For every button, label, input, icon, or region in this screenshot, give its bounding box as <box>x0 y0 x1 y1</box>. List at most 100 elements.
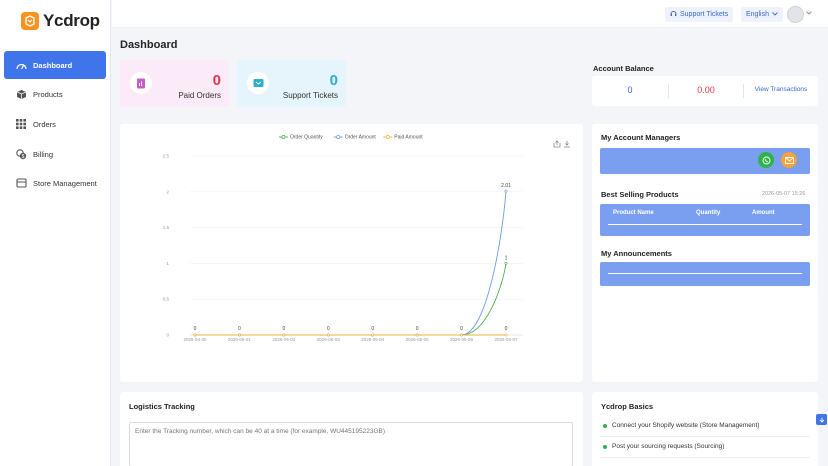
page-title: Dashboard <box>120 39 178 51</box>
data-label: 0 <box>327 326 330 332</box>
chevron-down-icon[interactable] <box>806 10 812 17</box>
data-label: 0 <box>460 326 463 332</box>
sidebar-item-billing[interactable]: $ Billing <box>4 140 106 168</box>
series-line <box>194 191 507 336</box>
x-tick-label: 2026-05-07 <box>494 337 518 342</box>
legend-entry: Order Quantity <box>290 135 323 141</box>
x-tick-label: 2026-04-30 <box>183 337 207 342</box>
ticket-icon <box>247 72 269 94</box>
whatsapp-icon[interactable] <box>758 152 774 168</box>
column-header: Product Name <box>613 210 654 216</box>
y-tick-label: 1 <box>166 261 169 266</box>
sidebar: Ycdrop Dashboard Products Orders $ Billi… <box>0 0 111 466</box>
logistics-card: Logistics Tracking <box>120 392 583 466</box>
data-point <box>326 333 330 337</box>
bullet-icon <box>603 444 607 449</box>
paid-orders-card[interactable]: 0 Paid Orders <box>120 60 229 107</box>
best-selling-timestamp: 2026-05-07 15:26 <box>762 191 806 197</box>
data-point <box>193 333 197 337</box>
legend-entry: Order Amount <box>345 135 377 141</box>
receipt-icon <box>130 72 152 94</box>
divider <box>600 436 810 437</box>
line-chart: 0 0.5 1 1.5 2 2.5 2026-04-30 2026-05-01 2026-05-… <box>163 135 523 342</box>
sidebar-item-label: Products <box>33 89 63 99</box>
arrow-down-icon <box>819 417 824 423</box>
list-item[interactable]: Post your sourcing requests (Sourcing) <box>603 443 724 450</box>
announcements-bar <box>600 262 810 286</box>
x-tick-label: 2026-05-06 <box>450 337 474 342</box>
y-tick-label: 0.5 <box>163 297 170 302</box>
sidebar-item-dashboard[interactable]: Dashboard <box>4 51 106 79</box>
email-icon[interactable] <box>781 152 797 168</box>
divider <box>608 224 802 225</box>
support-tickets-button[interactable]: Support Tickets <box>665 7 734 22</box>
data-point <box>504 189 508 193</box>
data-point <box>460 333 463 337</box>
x-tick-label: 2026-05-01 <box>228 337 252 342</box>
view-transactions-link[interactable]: View Transactions <box>754 86 808 93</box>
support-tickets-card[interactable]: 0 Support Tickets <box>237 60 346 107</box>
account-balance-title: Account Balance <box>593 64 654 73</box>
export-icon[interactable] <box>553 135 561 153</box>
x-tick-label: 2026-05-03 <box>317 337 341 342</box>
x-tick-label: 2026-05-05 <box>406 337 430 342</box>
managers-title: My Account Managers <box>601 133 681 142</box>
data-point <box>504 333 508 337</box>
sidebar-item-store-management[interactable]: Store Management <box>4 169 106 197</box>
svg-text:$: $ <box>21 154 24 160</box>
logistics-title: Logistics Tracking <box>129 402 195 411</box>
paid-orders-value: 0 <box>212 72 221 89</box>
grid-icon <box>15 118 27 130</box>
sidebar-item-label: Dashboard <box>33 60 73 70</box>
announcements-title: My Announcements <box>601 249 672 258</box>
data-label: 0 <box>371 326 374 332</box>
balance-amount: 0.00 <box>697 85 715 95</box>
y-tick-label: 2.5 <box>163 154 170 159</box>
divider <box>668 84 669 98</box>
download-icon[interactable] <box>563 135 571 153</box>
data-label: 0 <box>238 326 241 332</box>
sidebar-item-orders[interactable]: Orders <box>4 110 106 138</box>
scroll-down-button[interactable] <box>816 414 827 425</box>
sidebar-item-label: Billing <box>33 149 54 159</box>
sidebar-item-label: Store Management <box>33 178 97 188</box>
language-select[interactable]: English <box>741 7 783 22</box>
divider <box>743 84 744 98</box>
sidebar-item-label: Orders <box>33 119 56 129</box>
data-label: 0 <box>194 326 197 332</box>
legend-swatch-dot <box>281 135 286 139</box>
divider <box>608 273 802 274</box>
column-header: Quantity <box>696 210 721 216</box>
data-point <box>415 333 419 337</box>
avatar[interactable] <box>787 6 804 23</box>
data-label: 1 <box>505 255 508 261</box>
data-point <box>504 261 508 265</box>
coin-icon: $ <box>15 148 27 160</box>
headset-icon <box>670 10 677 19</box>
brand-name: Ycdrop <box>43 11 100 30</box>
box-icon <box>15 88 27 100</box>
paid-orders-label: Paid Orders <box>178 91 221 100</box>
store-icon <box>15 177 27 189</box>
tracking-number-input[interactable] <box>129 422 573 466</box>
dashboard-icon <box>15 59 27 71</box>
sidebar-item-products[interactable]: Products <box>4 80 106 108</box>
column-header: Amount <box>752 210 775 216</box>
brand-logo[interactable]: Ycdrop <box>21 11 100 31</box>
data-label: 2.01 <box>501 183 511 189</box>
legend-swatch-dot <box>385 135 390 139</box>
data-point <box>282 333 286 337</box>
y-tick-label: 2 <box>166 189 169 194</box>
basics-title: Ycdrop Basics <box>601 402 654 411</box>
right-panel-card: My Account Managers Best Selling Product… <box>592 124 818 382</box>
logo-icon <box>21 12 39 30</box>
support-tickets-value: 0 <box>329 72 338 89</box>
data-point <box>371 333 375 337</box>
support-tickets-label: Support Tickets <box>282 91 338 100</box>
chart-card: 0 0.5 1 1.5 2 2.5 2026-04-30 2026-05-01 2026-05-… <box>120 124 583 382</box>
list-item[interactable]: Connect your Shopify website (Store Mana… <box>603 422 759 429</box>
best-selling-title: Best Selling Products <box>601 190 679 199</box>
legend-swatch-dot <box>336 135 341 139</box>
basics-card: Ycdrop Basics <box>592 392 818 466</box>
data-label: 0 <box>505 326 508 332</box>
